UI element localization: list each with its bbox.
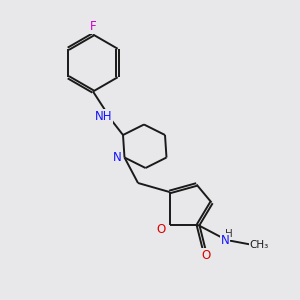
Text: F: F [90, 20, 96, 33]
Text: O: O [202, 249, 211, 262]
Text: H: H [225, 229, 232, 239]
Text: NH: NH [95, 110, 112, 123]
Text: CH₃: CH₃ [250, 239, 269, 250]
Text: O: O [157, 223, 166, 236]
Text: N: N [112, 151, 122, 164]
Text: N: N [220, 233, 230, 247]
